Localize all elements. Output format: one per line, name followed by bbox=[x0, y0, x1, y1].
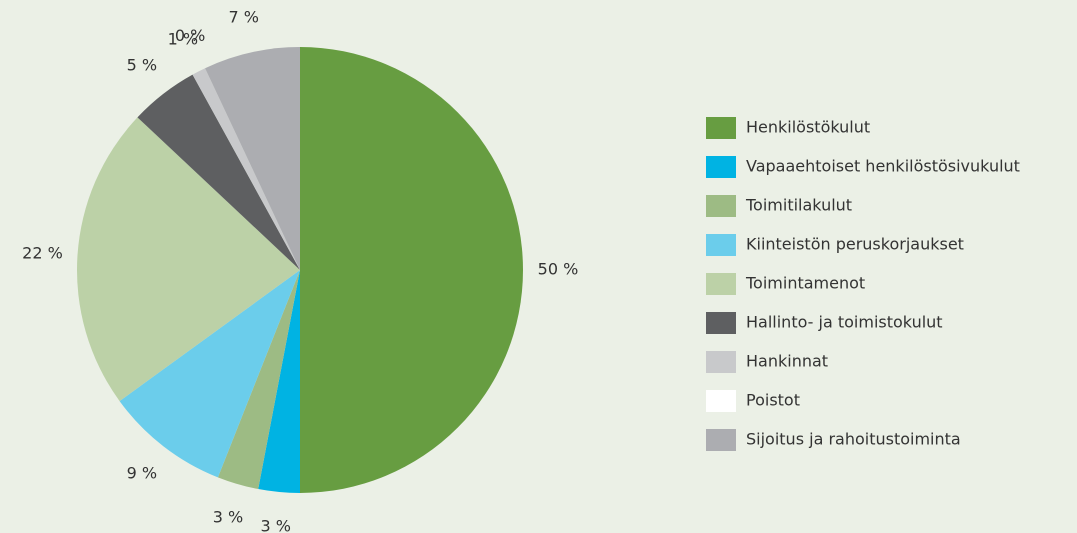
legend-swatch bbox=[706, 312, 736, 334]
pie-slice bbox=[119, 270, 301, 478]
legend-swatch bbox=[706, 117, 736, 139]
pie-slice bbox=[192, 68, 300, 270]
pie-slice bbox=[217, 270, 300, 490]
data-label: 1 % bbox=[168, 30, 198, 49]
legend-label: Hankinnat bbox=[746, 352, 828, 371]
pie-slice bbox=[300, 47, 523, 493]
data-label: 7 % bbox=[228, 8, 258, 27]
pie-slice bbox=[137, 74, 300, 270]
pie-slice bbox=[205, 47, 300, 270]
data-label: 22 % bbox=[22, 243, 63, 262]
pie-slice bbox=[258, 270, 300, 493]
legend-swatch bbox=[706, 273, 736, 295]
legend-swatch bbox=[706, 156, 736, 178]
data-label: 0 % bbox=[175, 26, 205, 45]
pie-slice bbox=[77, 117, 300, 402]
legend-swatch bbox=[706, 234, 736, 256]
legend-swatch bbox=[706, 429, 736, 451]
legend-label: Toimintamenot bbox=[745, 274, 865, 293]
legend-swatch bbox=[706, 390, 736, 412]
legend-swatch bbox=[706, 195, 736, 217]
legend-label: Sijoitus ja rahoitustoiminta bbox=[746, 430, 961, 449]
data-label: 3 % bbox=[260, 516, 290, 533]
legend-label: Henkilöstökulut bbox=[746, 118, 870, 137]
legend-swatch bbox=[706, 351, 736, 373]
data-label: 3 % bbox=[213, 507, 243, 526]
legend-label: Kiinteistön peruskorjaukset bbox=[746, 235, 964, 254]
legend-label: Vapaaehtoiset henkilöstösivukulut bbox=[746, 157, 1020, 176]
data-label: 50 % bbox=[538, 260, 579, 279]
data-label: 9 % bbox=[127, 463, 157, 482]
data-label: 5 % bbox=[127, 56, 157, 75]
legend-label: Toimitilakulut bbox=[745, 196, 852, 215]
legend-label: Poistot bbox=[746, 391, 800, 410]
legend-label: Hallinto- ja toimistokulut bbox=[746, 313, 943, 332]
